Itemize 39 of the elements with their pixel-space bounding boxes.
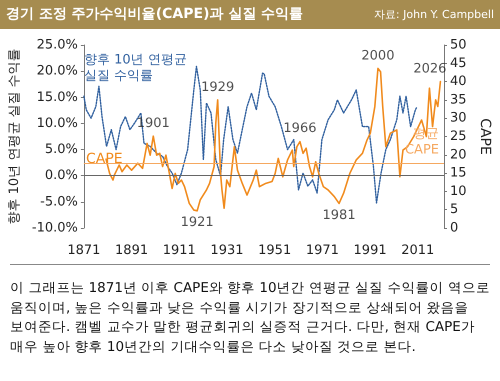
annotation: 2000: [361, 48, 394, 64]
y2-tick-label: 30: [450, 110, 467, 126]
x-tick-label: 1991: [354, 243, 387, 258]
y-tick-label: -10.0%: [32, 220, 78, 236]
y-tick-label: 25.0%: [36, 38, 78, 52]
y-tick-label: 5.0%: [44, 142, 78, 158]
y2-tick-label: 20: [450, 147, 467, 162]
y2-tick-label: 5: [450, 202, 458, 218]
y2-tick-label: 50: [450, 38, 467, 52]
annotation: 1921: [180, 215, 214, 230]
y2-tick-label: 15: [450, 166, 467, 181]
y-tick-label: 15.0%: [36, 90, 78, 105]
annotation: 1929: [201, 80, 234, 95]
y2-tick-label: 10: [450, 184, 467, 199]
annotation: 1981: [322, 208, 356, 223]
series-label: CAPE: [86, 151, 123, 167]
y2-axis-title: CAPE: [477, 118, 493, 155]
y2-tick-label: 0: [450, 220, 458, 236]
x-tick-label: 1931: [210, 243, 244, 258]
x-tick-label: 1891: [115, 243, 148, 258]
text: 이 그래프는 1871년 이후 CAPE와 향후 10년간 연평균 실질 수익률이 역으로 움직이며, 높은 수익률과 낮은 수익률 시기가 장기적으로 상쇄되어 왔음을 보여준다. 캠벨 교수가 말한 평균회귀의 실증적 근거다. 다만, 현재 CAPE가 매우 높아 향후 10년간의 기대수익률은 다소 낮아질 것으로 본다.: [10, 279, 490, 356]
y-tick-label: -5.0%: [40, 194, 78, 210]
x-tick-label: 1871: [67, 243, 100, 258]
annotation: 1966: [283, 121, 316, 136]
x-tick-label: 1971: [306, 243, 339, 258]
y-tick-label: 20.0%: [36, 64, 78, 79]
y2-tick-label: 45: [450, 56, 467, 71]
y2-tick-label: 25: [450, 129, 467, 144]
x-tick-label: 1911: [162, 243, 196, 258]
x-tick-label: 1951: [258, 243, 292, 258]
series-label: 향후 10년 연평균 실질 수익률: [84, 52, 187, 84]
chart-title: 경기 조정 주가수익비율(CAPE)과 실질 수익률: [6, 6, 304, 22]
chart-subtitle: 자료: John Y. Campbell: [374, 8, 494, 21]
x-tick-label: 2011: [401, 243, 434, 258]
y2-tick-label: 35: [450, 92, 467, 108]
y-tick-label: 0.0%: [44, 168, 78, 184]
y2-tick-label: 40: [450, 74, 467, 90]
y-axis-title: 향후 10년 연평균 실질 수익률: [7, 48, 22, 225]
y-tick-label: 10.0%: [36, 116, 78, 131]
